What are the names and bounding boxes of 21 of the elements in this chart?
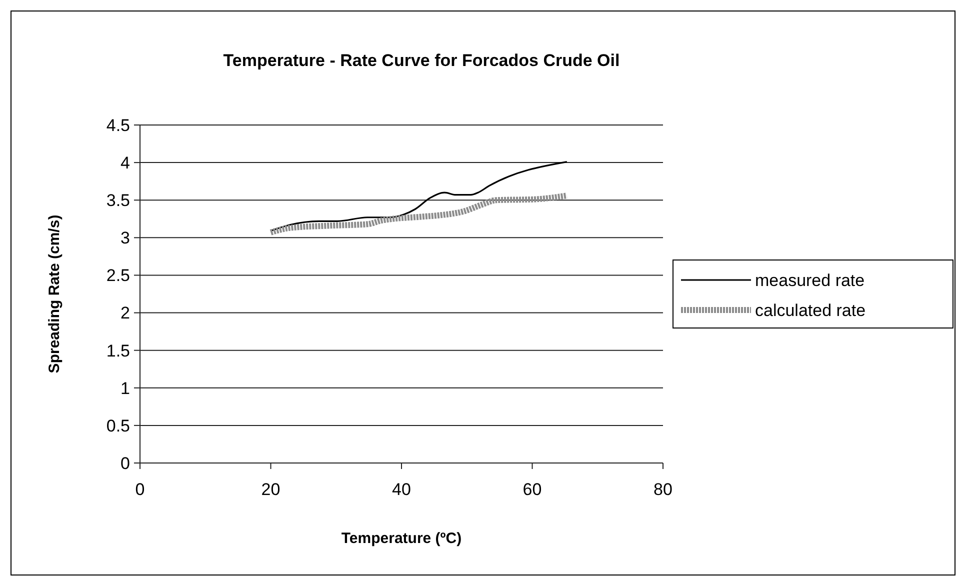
legend-label: calculated rate [755,300,866,320]
y-tick-label: 1.5 [106,341,130,360]
y-tick-label: 0.5 [106,416,130,436]
y-tick-label: 0 [120,454,130,473]
y-tick-label: 4.5 [106,116,130,135]
y-tick-label: 2.5 [106,266,130,286]
legend-label: measured rate [755,270,865,290]
y-tick-label: 4 [120,154,130,173]
y-axis-title: Spreading Rate (cm/s) [46,214,63,374]
x-tick-label: 20 [261,480,280,499]
y-tick-label: 2 [120,304,130,323]
y-tick-label: 1 [120,378,130,398]
line-series [270,161,568,232]
y-tick-label: 3.5 [106,191,130,210]
x-tick-label: 0 [135,480,145,499]
x-axis-title: Temperature (ºC) [341,530,462,547]
x-tick-label: 60 [522,480,542,499]
y-tick-label: 3 [120,228,130,248]
x-tick-label: 40 [392,480,411,499]
chart-title: Temperature - Rate Curve for Forcados Crude Oil [223,51,620,70]
x-tick-label: 80 [654,480,672,499]
